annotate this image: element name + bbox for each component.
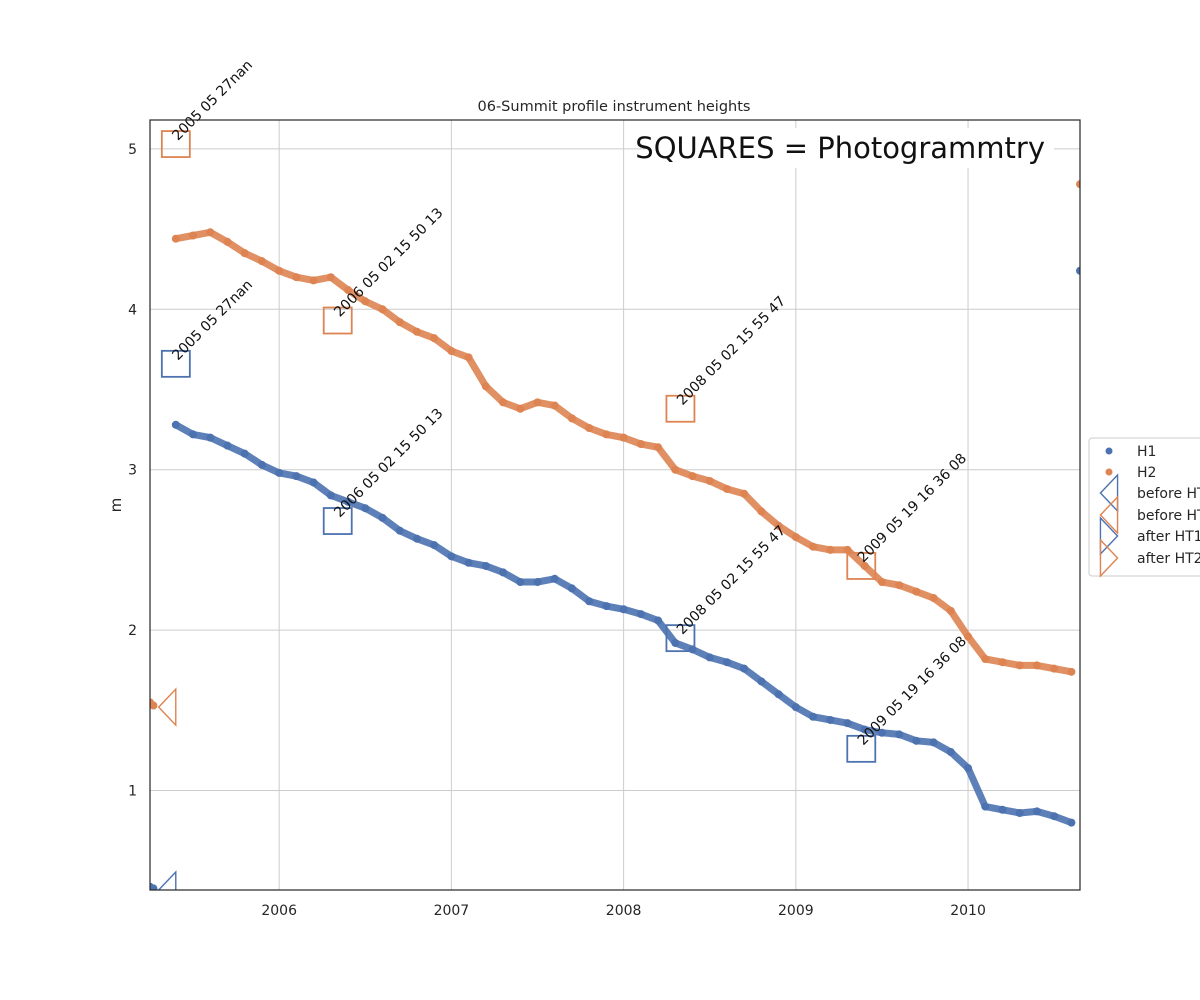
photogrammetry-note: SQUARES = Photogrammtry (635, 128, 1054, 168)
y-tick-label: 2 (128, 623, 137, 639)
legend-marker (1099, 538, 1119, 578)
legend-marker (1099, 516, 1119, 556)
photogrammetry-square (846, 734, 877, 763)
photogrammetry-square (160, 130, 191, 158)
x-tick-label: 2010 (950, 903, 986, 919)
legend-label: before HT1 (1137, 486, 1200, 502)
legend-frame (1088, 437, 1200, 577)
legend-label: after HT1 (1137, 529, 1200, 545)
legend-marker (1099, 495, 1119, 535)
x-tick-label: 2008 (606, 903, 642, 919)
x-tick-label: 2007 (434, 903, 470, 919)
photogrammetry-note-background (646, 128, 1054, 168)
photogrammetry-square (322, 306, 353, 335)
y-tick-label: 4 (128, 302, 137, 318)
photogrammetry-square (665, 394, 696, 423)
photogrammetry-square (160, 349, 191, 378)
legend-label: H1 (1137, 444, 1156, 460)
data-point (150, 701, 158, 710)
y-tick-label: 3 (128, 463, 137, 479)
series-h1 (150, 266, 1080, 890)
photogrammetry-square (846, 552, 877, 580)
legend-marker (1099, 473, 1119, 513)
triangle-marker (157, 687, 177, 727)
x-tick-label: 2009 (778, 903, 814, 919)
series-before-ht1 (157, 870, 177, 890)
legend: H1 H2 before HT1 before HT2 after HT1 after H… (1088, 437, 1200, 578)
data-trace (172, 228, 1075, 676)
legend-marker (1105, 447, 1113, 455)
photogrammetry-note-text: SQUARES = Photogrammtry (635, 131, 1045, 165)
data-trace (172, 421, 1075, 827)
triangle-marker (157, 870, 177, 890)
series-h2 (150, 180, 1080, 710)
legend-label: before HT2 (1137, 508, 1200, 524)
data-layer (150, 180, 1080, 890)
plot-frame (149, 119, 1081, 891)
legend-label: H2 (1137, 465, 1156, 481)
photogrammetry-square (322, 507, 353, 535)
data-point (1076, 266, 1080, 275)
y-tick-label: 5 (128, 142, 137, 158)
tick-labels: 2006 2007 2008 2009 2010 1 2 3 4 5 (128, 142, 986, 919)
photogrammetry-square (665, 624, 696, 653)
legend-marker (1105, 468, 1113, 476)
data-point (1076, 180, 1080, 189)
data-point (150, 884, 158, 890)
x-tick-label: 2006 (261, 903, 297, 919)
chart-title: 06-Summit profile instrument heights (478, 99, 751, 115)
series-before-ht2 (157, 687, 177, 727)
legend-label: after HT2 (1137, 551, 1200, 567)
y-tick-label: 1 (128, 784, 137, 800)
y-axis-label: m (107, 498, 125, 513)
